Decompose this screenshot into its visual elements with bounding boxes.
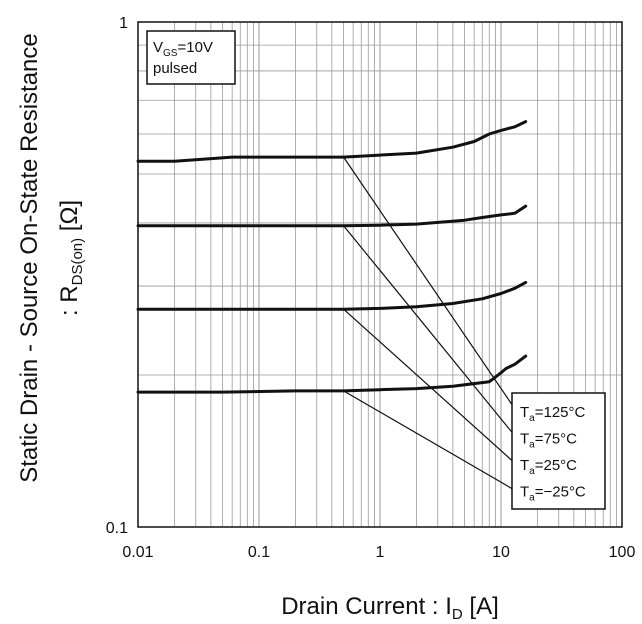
y-axis-label-line1: Static Drain - Source On-State Resistanc…: [16, 33, 43, 483]
y-axis-label: Static Drain - Source On-State Resistanc…: [16, 33, 86, 483]
x-tick-label: 0.1: [248, 544, 270, 561]
pointer-line-0: [343, 156, 518, 413]
x-tick-label: 1: [376, 544, 385, 561]
condition-box-border: [146, 30, 236, 85]
series-line-3: [136, 354, 528, 394]
pointer-line-1: [343, 225, 518, 439]
series-line-0: [136, 120, 528, 163]
legend-item-1: Ta=75°C: [520, 431, 577, 451]
curves: [136, 120, 528, 394]
condition-vgs: VGS=10V: [153, 39, 213, 59]
pointer-line-2: [343, 308, 518, 466]
x-axis-label: Drain Current : ID [A]: [281, 593, 499, 623]
legend-item-2: Ta=25°C: [520, 457, 577, 477]
legend: Ta=125°C Ta=75°C Ta=25°C Ta=−25°C: [511, 392, 606, 510]
condition-box: VGS=10V pulsed: [146, 30, 236, 85]
grid: [138, 22, 622, 527]
legend-pointers: [343, 156, 518, 493]
condition-pulsed: pulsed: [153, 60, 197, 77]
pointer-line-3: [343, 390, 518, 493]
legend-item-0: Ta=125°C: [520, 404, 586, 424]
series-line-1: [136, 204, 528, 228]
legend-border: [511, 392, 606, 510]
plot-frame: [137, 21, 623, 528]
legend-item-3: Ta=−25°C: [520, 484, 586, 504]
series-line-2: [136, 280, 528, 311]
y-tick-labels: 0.11: [106, 15, 128, 537]
y-axis-label-line2: : RDS(on) [Ω]: [56, 200, 86, 316]
x-tick-label: 100: [609, 544, 636, 561]
y-tick-label: 0.1: [106, 520, 128, 537]
x-tick-labels: 0.01 0.1 1 10 100: [122, 544, 635, 561]
x-tick-label: 0.01: [122, 544, 153, 561]
x-tick-label: 10: [492, 544, 510, 561]
y-tick-label: 1: [119, 15, 128, 32]
